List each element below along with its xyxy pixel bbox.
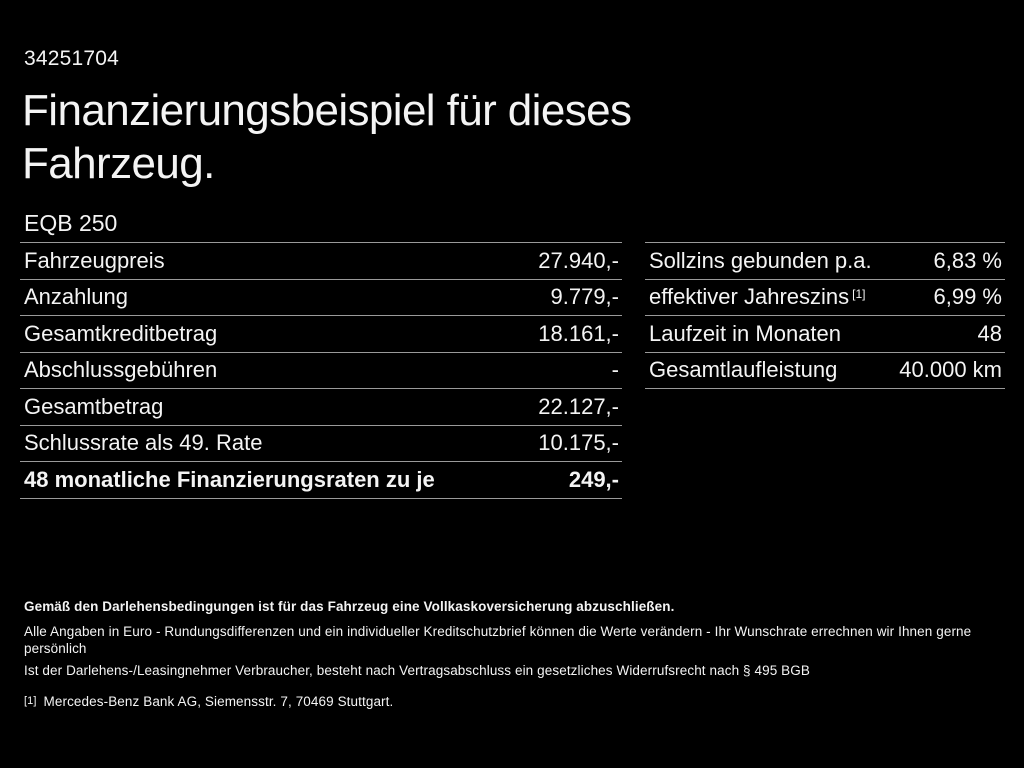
table-row: Anzahlung 9.779,- — [20, 280, 622, 316]
row-label: Schlussrate als 49. Rate — [24, 430, 263, 456]
footer: Gemäß den Darlehensbedingungen ist für d… — [24, 598, 994, 710]
row-value: 27.940,- — [538, 247, 619, 273]
row-value: 18.161,- — [538, 320, 619, 346]
row-value: - — [611, 357, 619, 383]
row-label: Gesamtbetrag — [24, 393, 164, 419]
footnote-text: Mercedes-Benz Bank AG, Siemensstr. 7, 70… — [43, 694, 394, 709]
row-label: Fahrzeugpreis — [24, 247, 165, 273]
row-value: 22.127,- — [538, 393, 619, 419]
vehicle-model: EQB 250 — [24, 210, 118, 236]
table-row: Schlussrate als 49. Rate 10.175,- — [20, 426, 622, 462]
document-id: 34251704 — [24, 47, 120, 70]
row-value: 48 — [977, 320, 1002, 346]
row-label: Sollzins gebunden p.a. — [649, 247, 872, 273]
page-title: Finanzierungsbeispiel für dieses Fahrzeu… — [22, 86, 632, 188]
row-label: effektiver Jahreszins [1] — [649, 284, 866, 310]
row-value: 249,- — [568, 466, 619, 492]
row-value: 6,83 % — [933, 247, 1003, 273]
table-row: effektiver Jahreszins [1] 6,99 % — [645, 280, 1005, 316]
table-row: Fahrzeugpreis 27.940,- — [20, 243, 622, 280]
row-label: Abschlussgebühren — [24, 357, 218, 383]
table-row: Sollzins gebunden p.a. 6,83 % — [645, 243, 1005, 280]
footnote: [1] Mercedes-Benz Bank AG, Siemensstr. 7,… — [24, 693, 994, 710]
financing-table: Fahrzeugpreis 27.940,- Anzahlung 9.779,-… — [20, 242, 622, 499]
insurance-note: Gemäß den Darlehensbedingungen ist für d… — [24, 599, 675, 614]
footnote-ref-icon: [1] — [852, 287, 866, 302]
table-row: Abschlussgebühren - — [20, 353, 622, 389]
table-row: 48 monatliche Finanzierungsraten zu je 2… — [20, 462, 622, 499]
row-value: 10.175,- — [538, 430, 619, 456]
table-row: Gesamtlaufleistung 40.000 km — [645, 353, 1005, 389]
row-value: 9.779,- — [550, 284, 620, 310]
row-value: 6,99 % — [933, 284, 1003, 310]
table-row: Gesamtkreditbetrag 18.161,- — [20, 316, 622, 353]
footnote-marker: [1] — [24, 695, 37, 707]
row-value: 40.000 km — [899, 357, 1002, 383]
row-label: Gesamtkreditbetrag — [24, 320, 218, 346]
table-row: Laufzeit in Monaten 48 — [645, 316, 1005, 353]
disclaimer-line2: Ist der Darlehens-/Leasingnehmer Verbrau… — [24, 663, 810, 678]
row-label: Gesamtlaufleistung — [649, 357, 838, 383]
table-row: Gesamtbetrag 22.127,- — [20, 389, 622, 426]
row-label: 48 monatliche Finanzierungsraten zu je — [24, 466, 435, 492]
row-label: Anzahlung — [24, 284, 128, 310]
disclaimer-line1: Alle Angaben in Euro - Rundungsdifferenz… — [24, 624, 972, 656]
conditions-table: Sollzins gebunden p.a. 6,83 % effektiver… — [645, 242, 1005, 389]
row-label: Laufzeit in Monaten — [649, 320, 842, 346]
